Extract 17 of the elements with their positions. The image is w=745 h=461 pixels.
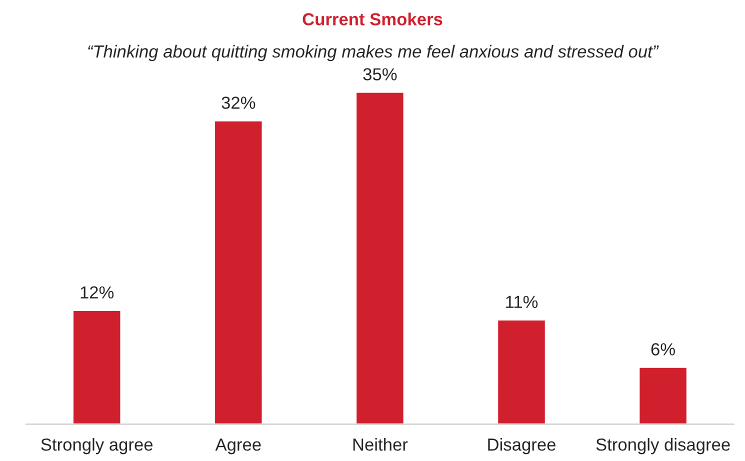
chart-subtitle: “Thinking about quitting smoking makes me feel anxious and stressed out” <box>88 44 659 62</box>
bar <box>72 310 122 424</box>
bar <box>638 366 688 424</box>
bar <box>496 319 546 424</box>
data-label: 11% <box>506 296 538 308</box>
data-label: 6% <box>651 343 675 356</box>
x-tick-label: Disagree <box>488 438 556 454</box>
chart-title: Current Smokers <box>302 12 442 26</box>
x-tick-label: Neither <box>353 438 408 451</box>
x-tick-label: Agree <box>215 438 261 454</box>
bar <box>214 120 264 424</box>
data-label: 12% <box>80 286 114 298</box>
data-label: 32% <box>222 96 256 109</box>
bar <box>355 92 405 424</box>
x-tick-label: Strongly agree <box>41 438 153 454</box>
data-label: 35% <box>363 68 397 80</box>
x-tick-label: Strongly disagree <box>596 438 730 454</box>
